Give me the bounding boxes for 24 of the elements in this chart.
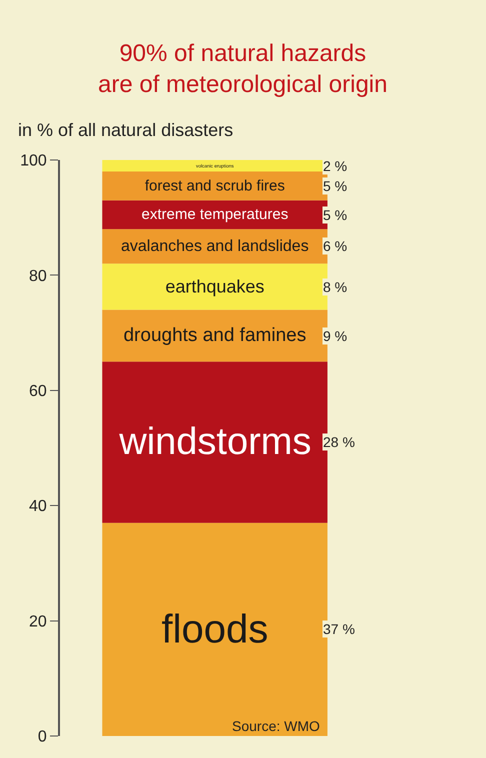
y-tick-label: 100 <box>20 152 47 170</box>
series-label: extreme temperatures <box>141 206 288 224</box>
y-tick-label: 40 <box>29 498 47 516</box>
series-label: windstorms <box>118 421 312 464</box>
series-label: forest and scrub fires <box>144 177 285 194</box>
y-tick-label: 60 <box>29 383 47 400</box>
series-label: droughts and famines <box>123 325 306 346</box>
chart-subtitle: in % of all natural disasters <box>18 120 234 140</box>
chart-title: 90% of natural hazards are of meteorological origin <box>98 40 388 98</box>
data-label: 37 % <box>323 621 355 637</box>
y-tick-label: 20 <box>29 613 47 630</box>
data-label: 5 % <box>323 207 348 223</box>
annotation: Source: WMO <box>232 718 320 734</box>
data-label: 2 % <box>323 158 348 174</box>
y-tick-label: 80 <box>29 268 47 285</box>
y-tick-label: 0 <box>38 728 47 746</box>
series-label: avalanches and landslides <box>121 238 309 255</box>
data-label: 9 % <box>323 328 348 344</box>
data-label: 6 % <box>323 238 348 254</box>
data-label: 8 % <box>323 279 348 295</box>
series-label: earthquakes <box>165 276 264 297</box>
series-label: floods <box>161 607 268 652</box>
data-label: 28 % <box>323 434 355 450</box>
data-label: 5 % <box>323 178 348 194</box>
